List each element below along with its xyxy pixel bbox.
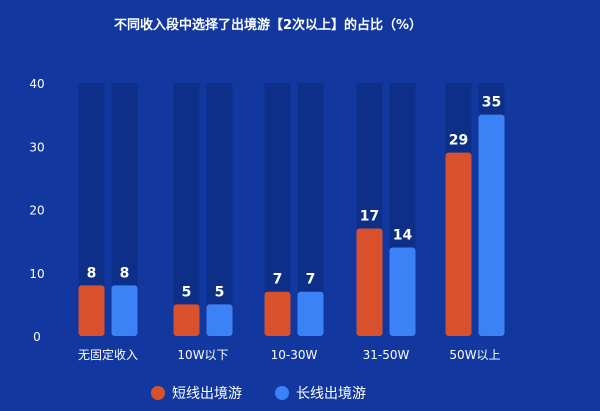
y-tick-label: 40 <box>29 77 44 91</box>
bar-long-haul <box>389 247 416 336</box>
data-label: 29 <box>449 133 468 149</box>
chart-title: 不同收入段中选择了出境游【2次以上】的占比（%） <box>114 17 422 33</box>
bar-track <box>206 83 233 336</box>
bar-long-haul <box>297 291 324 336</box>
legend-marker <box>151 386 165 400</box>
data-label: 5 <box>215 284 225 300</box>
data-label: 5 <box>182 284 192 300</box>
y-tick-label: 10 <box>29 267 44 281</box>
y-axis: 0 10 20 30 40 <box>29 77 44 344</box>
bar-long-haul <box>478 114 505 336</box>
data-label: 35 <box>482 95 501 111</box>
legend: 短线出境游 长线出境游 <box>151 386 366 402</box>
data-label: 7 <box>306 272 316 288</box>
y-tick-label: 30 <box>29 140 44 154</box>
y-tick-label: 20 <box>29 204 44 218</box>
bar-short-haul <box>264 291 291 336</box>
data-label: 8 <box>87 265 97 281</box>
bar-tracks <box>78 83 505 336</box>
bar-short-haul <box>445 152 472 336</box>
y-tick-label: 0 <box>33 330 41 344</box>
x-tick-label: 10W以下 <box>177 348 228 362</box>
data-labels: 8 8 5 5 7 7 17 14 29 35 <box>87 95 502 301</box>
bars <box>78 114 505 336</box>
bar-long-haul <box>206 304 233 336</box>
x-tick-label: 31-50W <box>363 348 410 362</box>
legend-marker <box>275 386 289 400</box>
bar-long-haul <box>111 285 138 336</box>
bar-short-haul <box>78 285 105 336</box>
x-tick-label: 10-30W <box>271 348 318 362</box>
data-label: 7 <box>273 272 283 288</box>
x-tick-label: 无固定收入 <box>78 347 138 362</box>
x-axis: 无固定收入 10W以下 10-30W 31-50W 50W以上 <box>78 347 501 362</box>
bar-short-haul <box>173 304 200 336</box>
data-label: 8 <box>120 265 130 281</box>
legend-label: 长线出境游 <box>296 386 366 402</box>
data-label: 14 <box>393 227 413 243</box>
x-tick-label: 50W以上 <box>449 348 500 362</box>
bar-short-haul <box>356 228 383 336</box>
bar-track <box>173 83 200 336</box>
data-label: 17 <box>360 208 379 224</box>
legend-label: 短线出境游 <box>172 386 242 402</box>
